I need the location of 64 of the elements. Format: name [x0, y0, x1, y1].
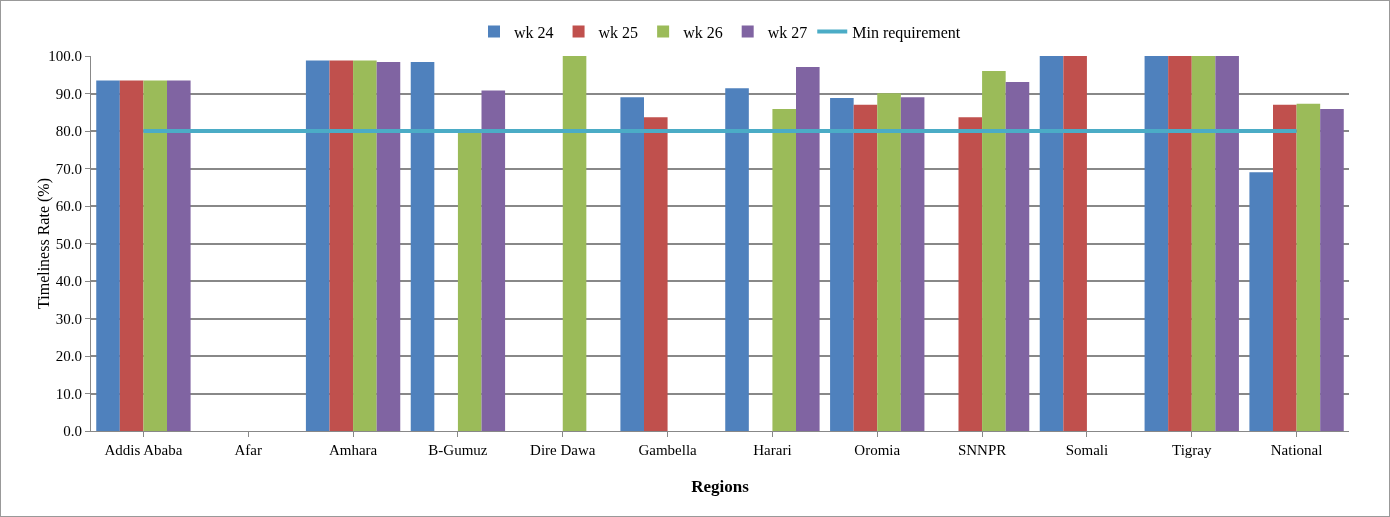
y-tick-label: 90.0 [55, 85, 82, 102]
y-tick-label: 80.0 [55, 123, 82, 140]
bar [562, 56, 587, 431]
y-axis-title: Timeliness Rate (%) [35, 178, 53, 309]
x-tick-label: SNNPR [957, 442, 1007, 458]
y-tick-label: 40.0 [55, 273, 82, 290]
bar [1005, 81, 1030, 431]
bar [167, 80, 191, 431]
x-tick-label: Tigray [1172, 442, 1212, 458]
bar [644, 117, 668, 431]
bar [457, 131, 482, 431]
legend-label: wk 26 [683, 23, 723, 41]
bar [796, 66, 820, 431]
y-tick-label: 0.0 [63, 423, 82, 440]
legend-label: Min requirement [852, 23, 961, 42]
x-axis-title: Regions [691, 477, 750, 496]
y-tick-label: 50.0 [55, 235, 82, 252]
x-tick-label: Dire Dawa [530, 442, 596, 458]
y-tick-label: 30.0 [55, 310, 82, 327]
y-tick-label: 70.0 [55, 160, 82, 177]
x-tick-label: Addis Ababa [104, 442, 183, 458]
bar [329, 60, 354, 431]
bar [877, 93, 901, 431]
y-tick-label: 100.0 [48, 48, 82, 65]
bar [96, 80, 120, 431]
bar [481, 90, 506, 431]
bar [1249, 172, 1273, 431]
bar [119, 80, 144, 431]
x-tick-label: Afar [234, 442, 262, 458]
bar [1039, 56, 1064, 431]
bar [958, 117, 983, 431]
y-tick-label: 60.0 [55, 198, 82, 215]
bar [1273, 104, 1297, 431]
x-tick-label: Somali [1065, 442, 1109, 458]
y-tick-label: 20.0 [55, 348, 82, 365]
legend-label: wk 25 [598, 23, 639, 41]
x-tick-label: Amhara [328, 442, 378, 458]
x-tick-label: Gambella [638, 442, 698, 458]
bar [305, 60, 330, 431]
bar [1063, 56, 1087, 431]
bar [725, 88, 749, 431]
x-tick-label: Harari [753, 442, 792, 458]
legend-label: wk 27 [767, 23, 808, 41]
bar [143, 80, 167, 431]
bar [1320, 108, 1344, 431]
bar [900, 97, 925, 431]
bar [620, 97, 644, 431]
legend-label: wk 24 [514, 23, 554, 41]
bar [982, 71, 1006, 431]
bar [376, 62, 401, 431]
x-tick-label: B-Gumuz [428, 442, 488, 458]
y-tick-label: 10.0 [55, 385, 82, 402]
x-tick-label: Oromia [854, 442, 901, 458]
bar [1215, 56, 1239, 431]
bar [353, 60, 377, 431]
bar [853, 104, 878, 431]
bar [772, 108, 796, 431]
bar [830, 98, 854, 431]
bar [1168, 56, 1192, 431]
x-tick-label: National [1270, 442, 1323, 458]
bar [1191, 56, 1216, 431]
bar [1296, 103, 1321, 431]
bar [1144, 56, 1169, 431]
bar [410, 62, 435, 431]
